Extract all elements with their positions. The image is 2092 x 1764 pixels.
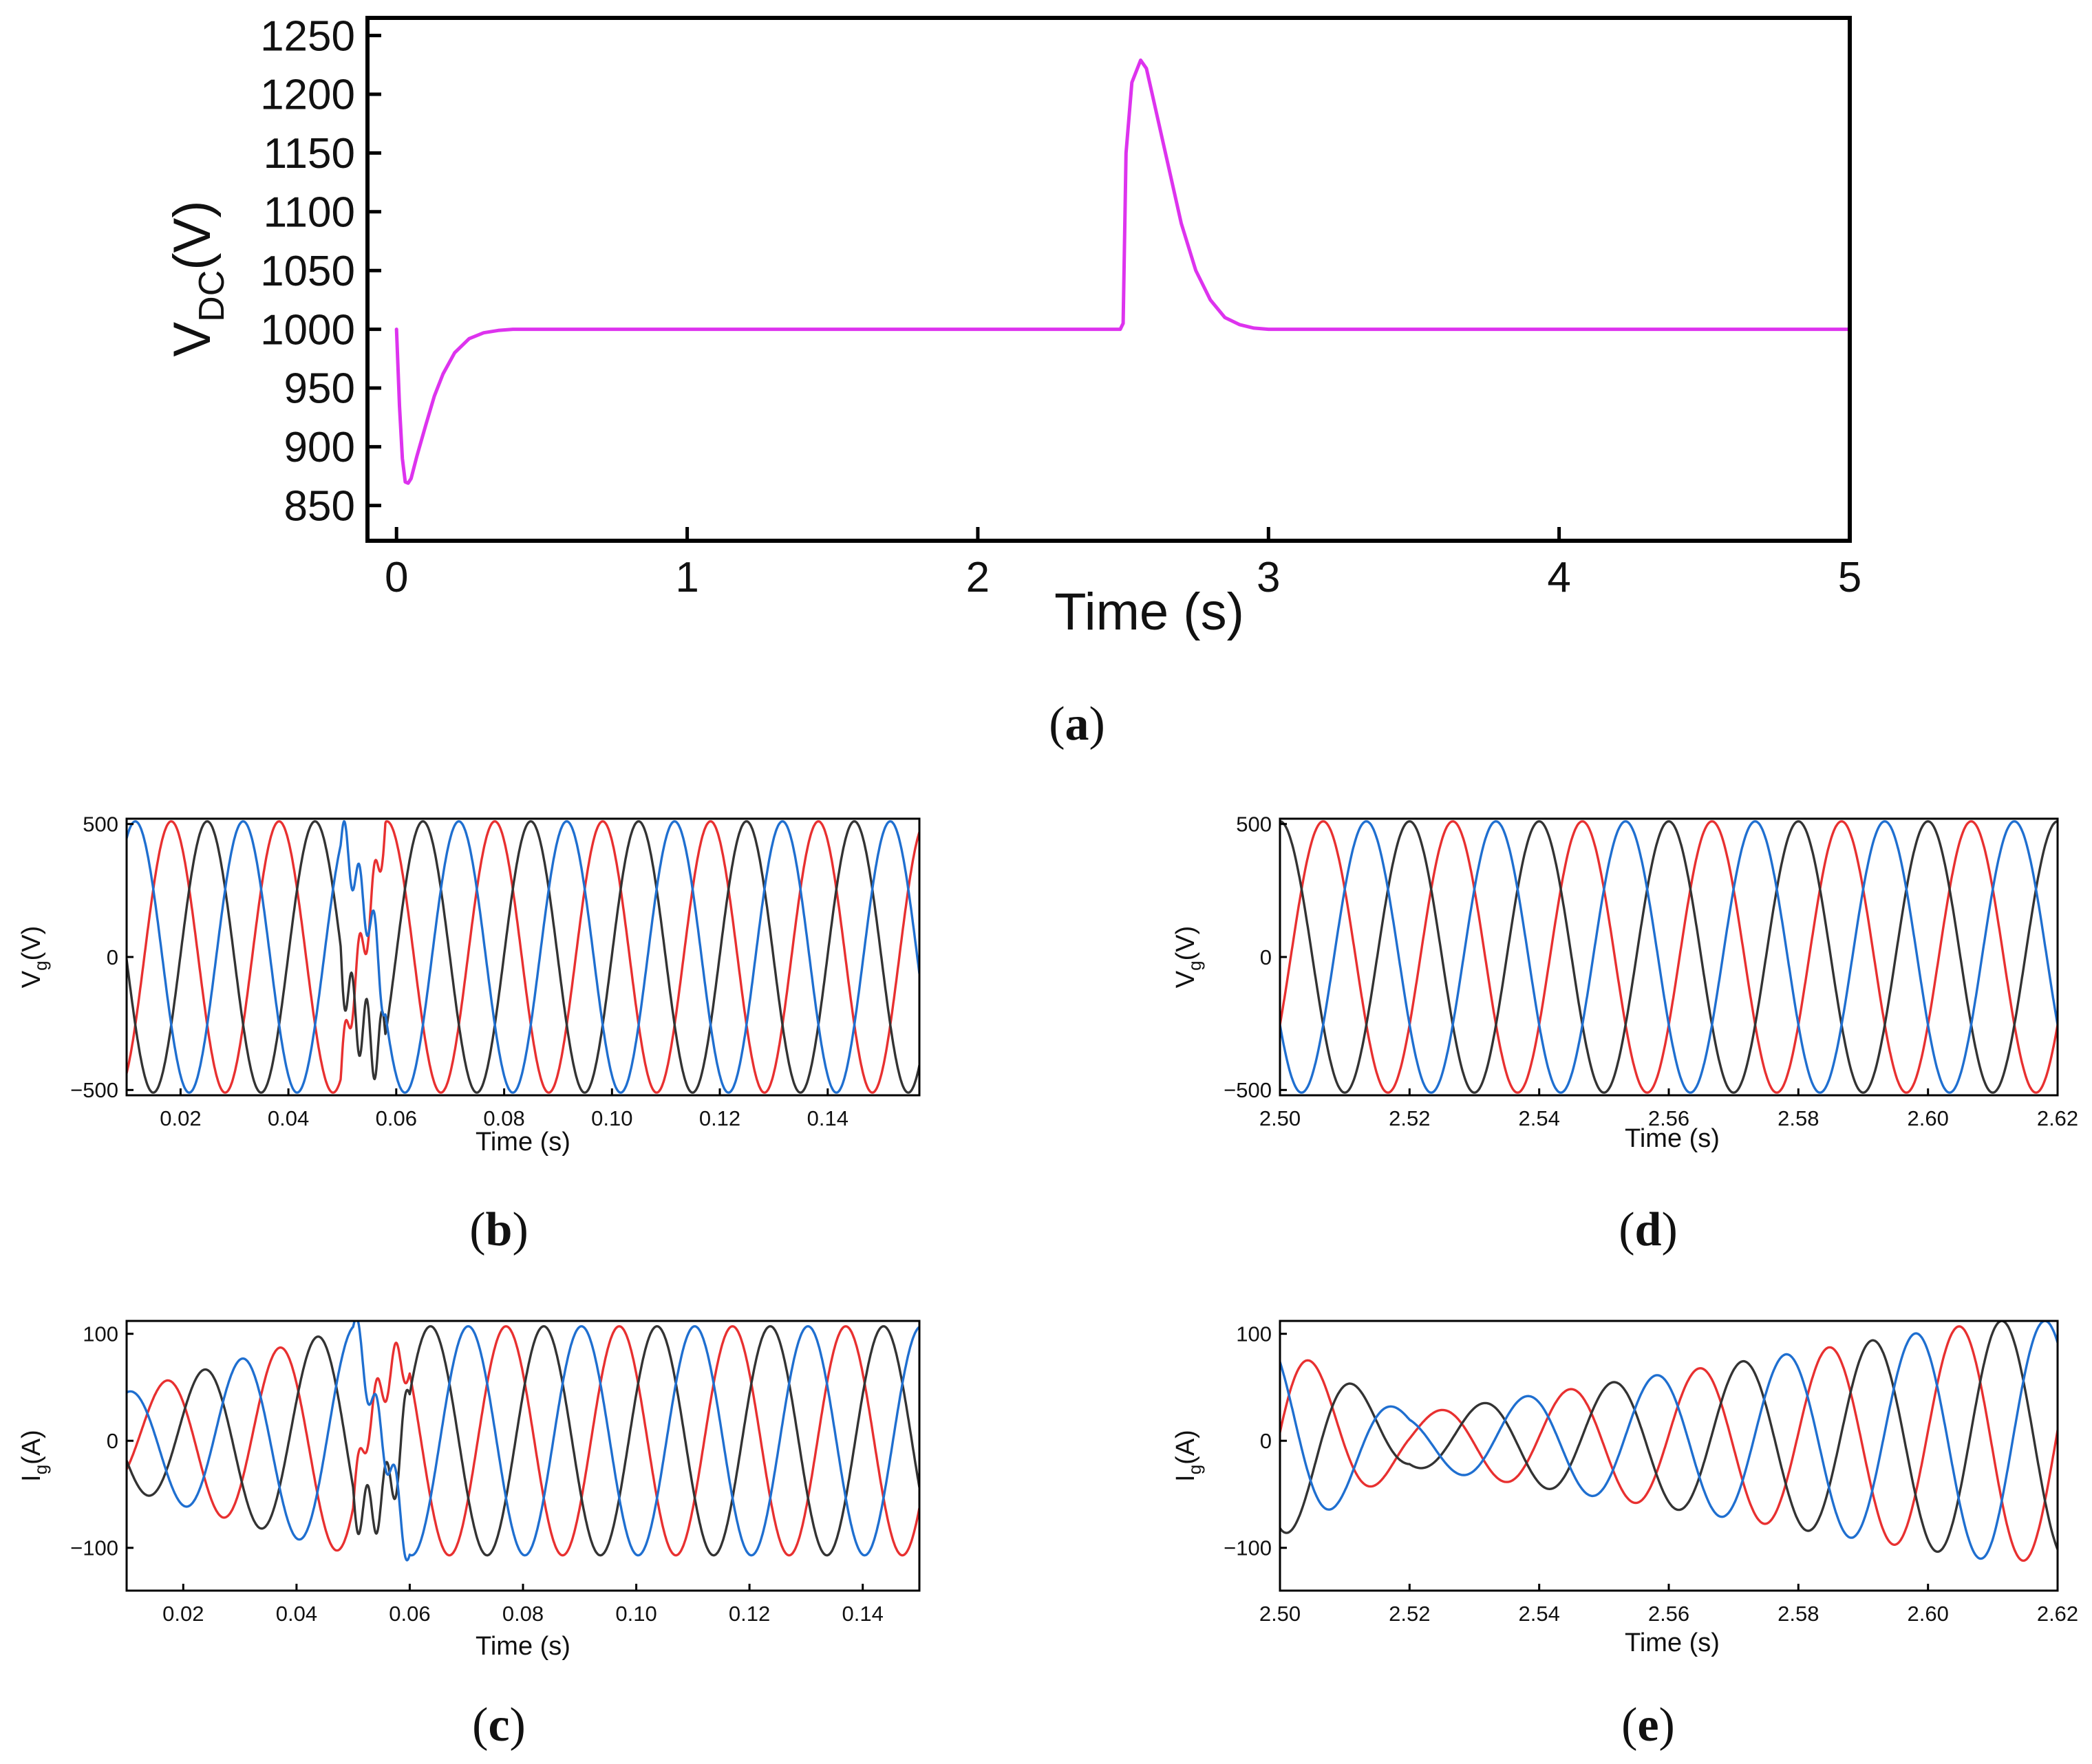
panel-c-series-phase-c	[127, 1321, 919, 1562]
panel-a-x-tick-label: 0	[385, 554, 408, 601]
panel-e-x-tick-label: 2.56	[1648, 1602, 1689, 1626]
panel-e-x-tick-label: 2.62	[2037, 1602, 2078, 1626]
panel-e: 2.50 2.52 2.54 2.56 2.58 2.60 2.62 −100 0 100 Tim…	[1171, 1320, 2078, 1752]
panel-c-x-tick-label: 0.14	[842, 1602, 884, 1626]
panel-e-x-axis-label: Time (s)	[1625, 1628, 1720, 1657]
panel-a-x-tick-label: 2	[966, 554, 990, 601]
panel-c-caption: (c)	[472, 1699, 526, 1752]
panel-e-y-tick-label: −100	[1224, 1536, 1272, 1560]
panel-c-x-axis-label: Time (s)	[476, 1632, 570, 1661]
panel-b-y-tick-label: −500	[70, 1078, 118, 1102]
panel-a-y-axis-label: VDC(V)	[163, 200, 232, 356]
panel-c-series-phase-a	[127, 1325, 919, 1557]
panel-e-x-tick-label: 2.52	[1389, 1602, 1430, 1626]
panel-e-y-tick-label: 0	[1260, 1429, 1272, 1453]
panel-d-x-tick-label: 2.50	[1259, 1106, 1301, 1130]
panel-b-x-tick-label: 0.06	[376, 1106, 417, 1130]
panel-d-caption: (d)	[1619, 1203, 1678, 1256]
panel-d-y-tick-label: 0	[1260, 945, 1272, 969]
panel-c-x-tick-label: 0.06	[389, 1602, 430, 1626]
panel-d-y-axis-label: Vg(V)	[1171, 926, 1205, 988]
panel-a-x-tick-label: 1	[675, 554, 698, 601]
panel-a-y-tick-label: 850	[284, 483, 355, 530]
panel-a-y-tick-label: 1050	[260, 248, 355, 295]
panel-d-x-tick-label: 2.60	[1908, 1106, 1949, 1130]
panel-c: 0.02 0.04 0.06 0.08 0.10 0.12 0.14 −100 0 100 Tim…	[17, 1320, 921, 1752]
panel-b-series-phase-c	[127, 820, 919, 1094]
panel-c-y-tick-label: 100	[83, 1322, 118, 1346]
panel-e-x-tick-label: 2.50	[1259, 1602, 1301, 1626]
panel-d-series-phase-c	[1280, 820, 2058, 1094]
panel-c-series-phase-b	[127, 1325, 919, 1557]
panel-b-x-tick-label: 0.14	[807, 1106, 848, 1130]
panel-c-x-tick-label: 0.12	[729, 1602, 770, 1626]
panel-a-x-tick-label: 3	[1257, 554, 1280, 601]
panel-e-x-tick-label: 2.54	[1519, 1602, 1560, 1626]
panel-e-series-phase-c	[1280, 1321, 2058, 1560]
panel-b-x-axis-label: Time (s)	[476, 1128, 570, 1157]
panel-e-caption: (e)	[1621, 1699, 1675, 1752]
panel-e-x-tick-label: 2.58	[1778, 1602, 1819, 1626]
panel-c-y-axis-label: Ig(A)	[17, 1430, 51, 1482]
panel-d-series-phase-b	[1280, 820, 2058, 1094]
panel-a-x-axis-label: Time (s)	[1054, 583, 1244, 641]
panel-a-y-tick-label: 1250	[260, 12, 355, 60]
panel-b-x-tick-label: 0.12	[699, 1106, 740, 1130]
panel-a: 0 1 2 3 4 5850900950100010501100115012001250 …	[163, 12, 1861, 751]
panel-d: 2.50 2.52 2.54 2.56 2.58 2.60 2.62 −500 0 500 Tim…	[1171, 813, 2078, 1256]
panel-a-y-tick-label: 900	[284, 424, 355, 471]
panel-b-y-tick-label: 500	[83, 813, 118, 837]
panel-b-series-phase-b	[127, 820, 919, 1094]
panel-b: 0.02 0.04 0.06 0.08 0.10 0.12 0.14 −500 0 500 Tim…	[17, 813, 921, 1256]
panel-a-series-V_DC	[394, 58, 1852, 485]
panel-a-frame	[365, 16, 1852, 543]
panel-e-series-phase-a	[1280, 1325, 2058, 1562]
panel-a-x-tick-label: 5	[1838, 554, 1861, 601]
panel-a-y-tick-label: 950	[284, 365, 355, 413]
panel-d-x-tick-label: 2.54	[1519, 1106, 1560, 1130]
panel-c-y-tick-label: −100	[70, 1536, 118, 1560]
panel-e-series-phase-b	[1280, 1321, 2058, 1553]
panel-a-y-tick-label: 1000	[260, 306, 355, 354]
panel-b-caption: (b)	[469, 1203, 529, 1256]
panel-c-y-tick-label: 0	[107, 1429, 118, 1453]
panel-a-y-tick-label: 1150	[264, 130, 355, 178]
panel-d-x-axis-label: Time (s)	[1625, 1124, 1720, 1153]
panel-d-x-tick-label: 2.58	[1778, 1106, 1819, 1130]
panel-e-x-tick-label: 2.60	[1908, 1602, 1949, 1626]
panel-c-x-tick-label: 0.04	[276, 1602, 317, 1626]
panel-d-x-tick-label: 2.56	[1648, 1106, 1689, 1130]
panel-b-x-tick-label: 0.04	[268, 1106, 309, 1130]
panel-b-x-tick-label: 0.08	[483, 1106, 524, 1130]
panel-d-x-tick-label: 2.62	[2037, 1106, 2078, 1130]
panel-a-x-tick-label: 4	[1547, 554, 1570, 601]
panel-e-y-tick-label: 100	[1236, 1322, 1272, 1346]
panel-c-x-tick-label: 0.02	[162, 1602, 204, 1626]
panel-c-x-tick-label: 0.10	[615, 1602, 657, 1626]
panel-c-x-tick-label: 0.08	[502, 1602, 544, 1626]
panel-a-y-tick-label: 1100	[264, 189, 355, 237]
panel-b-x-tick-label: 0.02	[160, 1106, 201, 1130]
panel-d-y-tick-label: −500	[1224, 1078, 1272, 1102]
panel-b-y-tick-label: 0	[107, 945, 118, 969]
panel-d-y-tick-label: 500	[1236, 813, 1272, 837]
panel-a-caption: (a)	[1049, 698, 1105, 751]
panel-d-x-tick-label: 2.52	[1389, 1106, 1430, 1130]
panel-b-series-phase-a	[127, 820, 919, 1094]
panel-b-x-tick-label: 0.10	[591, 1106, 632, 1130]
panel-e-y-axis-label: Ig(A)	[1171, 1430, 1205, 1482]
panel-a-y-tick-label: 1200	[260, 72, 355, 119]
panel-b-y-axis-label: Vg(V)	[17, 926, 51, 988]
